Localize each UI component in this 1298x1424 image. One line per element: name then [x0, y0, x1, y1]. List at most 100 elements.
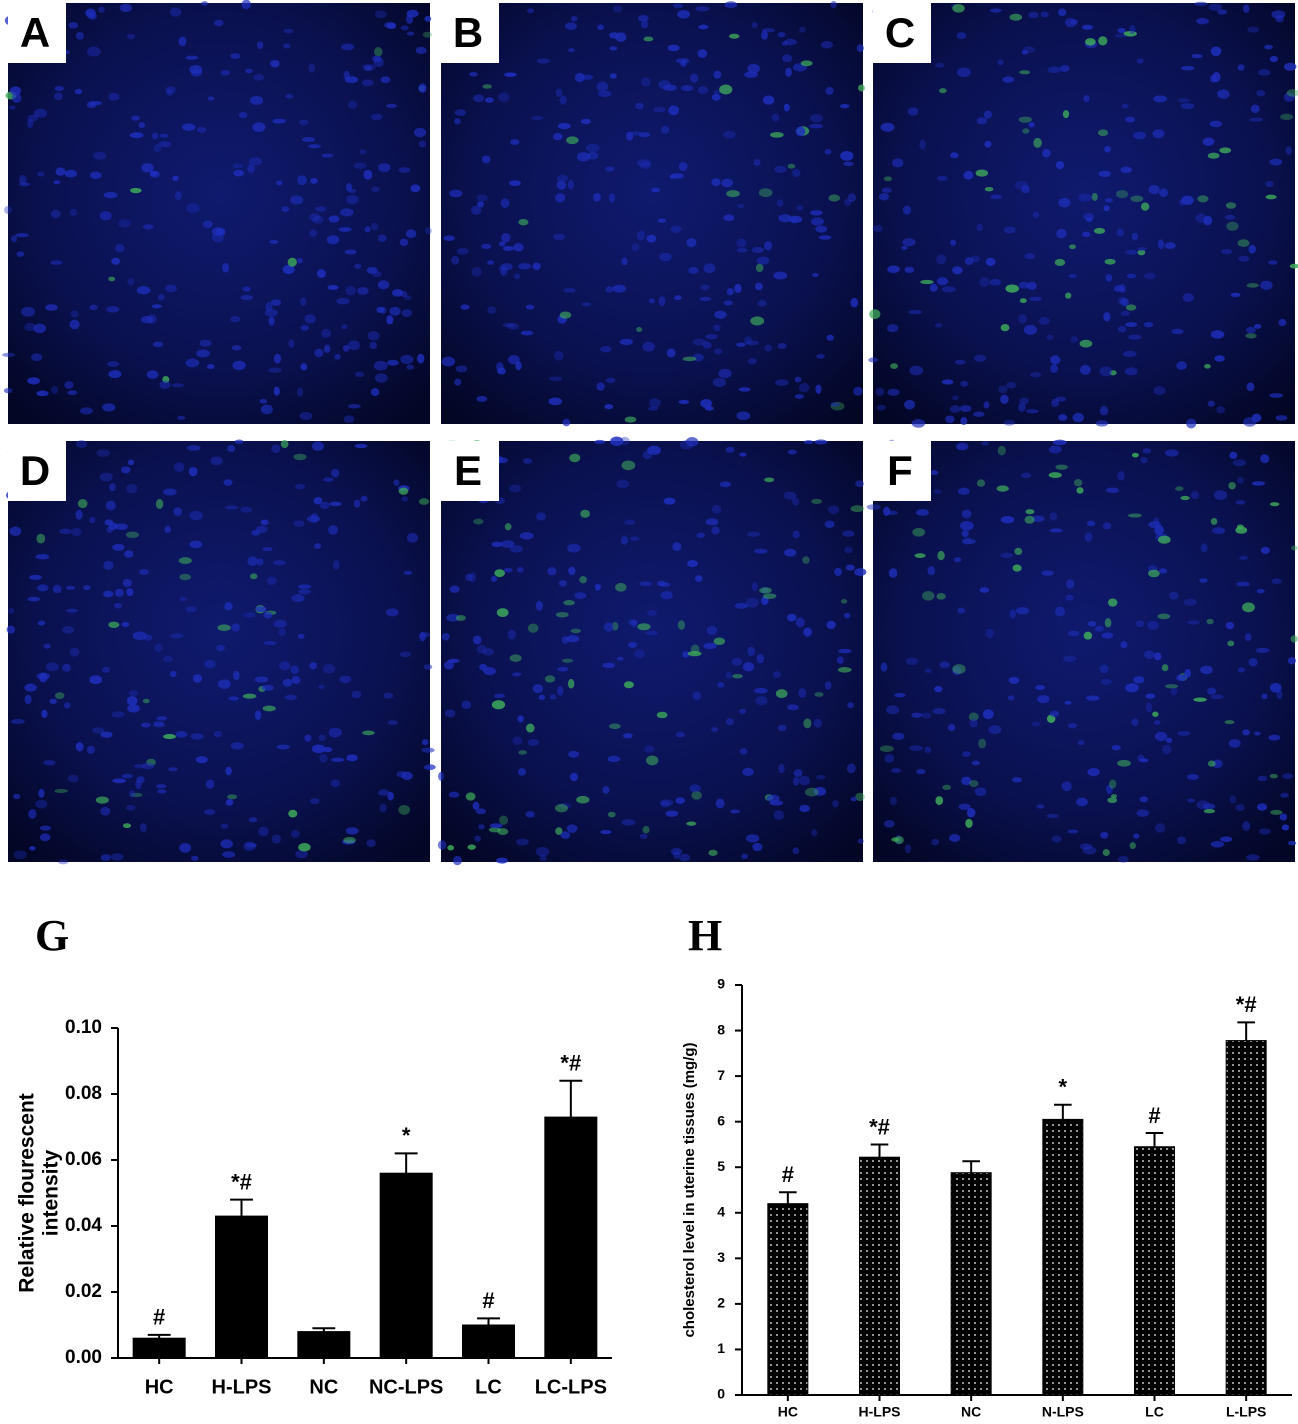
x-tick-label: L-LPS	[1226, 1404, 1266, 1420]
nucleus	[103, 590, 114, 598]
nucleus	[354, 263, 362, 269]
nucleus	[503, 567, 513, 573]
nucleus	[638, 132, 651, 138]
nucleus	[223, 479, 233, 486]
nucleus	[1269, 393, 1284, 398]
nucleus	[86, 46, 101, 57]
nucleus	[950, 152, 959, 159]
significance-label: #	[153, 1305, 165, 1330]
nucleus	[1265, 194, 1277, 200]
nucleus	[1102, 849, 1110, 857]
nucleus	[1207, 152, 1220, 159]
nucleus	[517, 715, 524, 723]
nucleus	[174, 191, 182, 201]
nucleus	[185, 55, 199, 60]
nucleus	[58, 859, 69, 865]
nucleus	[269, 239, 279, 244]
nucleus	[1120, 310, 1130, 316]
nucleus	[314, 543, 322, 549]
nucleus	[783, 103, 790, 112]
nucleus	[185, 358, 200, 368]
nucleus	[872, 225, 883, 233]
nucleus	[909, 745, 924, 752]
nucleus	[962, 751, 971, 757]
nucleus	[1256, 803, 1268, 811]
nucleus	[11, 93, 22, 104]
nucleus	[143, 634, 153, 641]
nucleus	[665, 810, 679, 817]
nucleus	[1000, 394, 1009, 405]
nucleus	[555, 193, 566, 203]
nucleus	[346, 183, 353, 192]
panel-label-box	[873, 3, 931, 63]
nucleus	[1217, 89, 1230, 99]
nucleus	[1228, 739, 1241, 748]
nucleus	[1012, 564, 1022, 572]
nucleus	[270, 299, 282, 306]
nucleus	[1055, 161, 1065, 170]
nucleus	[156, 716, 168, 721]
significance-label: #	[782, 1162, 794, 1187]
nucleus	[1260, 546, 1270, 554]
nucleus	[894, 693, 906, 698]
nucleus	[530, 116, 544, 121]
nucleus	[322, 663, 336, 674]
nucleus	[171, 383, 184, 388]
nucleus	[177, 415, 186, 420]
micrograph: F	[866, 439, 1298, 863]
micrograph: E	[437, 436, 867, 866]
nucleus	[348, 100, 358, 110]
nucleus	[85, 8, 96, 18]
nucleus	[285, 93, 294, 99]
nucleus	[64, 169, 77, 178]
nucleus	[1186, 418, 1197, 429]
nucleus	[1246, 854, 1260, 861]
nucleus	[504, 523, 512, 531]
nucleus	[1187, 798, 1196, 803]
nucleus	[1202, 137, 1215, 146]
nucleus	[1217, 9, 1228, 15]
nucleus	[108, 93, 120, 101]
nucleus	[377, 280, 390, 290]
nucleus	[496, 857, 508, 864]
nucleus	[146, 314, 157, 324]
nucleus	[1140, 202, 1150, 211]
nucleus	[1105, 273, 1113, 282]
nucleus	[1064, 700, 1072, 705]
nucleus	[826, 620, 836, 630]
nucleus	[512, 736, 523, 745]
nucleus	[283, 28, 294, 34]
nucleus	[288, 339, 295, 348]
nucleus	[328, 727, 342, 738]
nucleus	[1099, 366, 1113, 377]
nucleus	[271, 834, 282, 844]
bar	[859, 1156, 900, 1396]
nucleus	[886, 510, 898, 516]
nucleus	[321, 153, 334, 158]
nucleus	[77, 499, 88, 509]
nucleus	[74, 88, 83, 95]
nucleus	[1153, 517, 1160, 526]
nucleus	[794, 376, 802, 383]
nucleus	[302, 137, 315, 143]
nucleus	[476, 194, 488, 202]
nucleus	[691, 791, 702, 800]
nucleus	[174, 462, 185, 473]
nucleus	[242, 693, 257, 699]
nucleus	[504, 72, 517, 77]
nucleus	[336, 298, 350, 305]
significance-label: *#	[231, 1169, 252, 1194]
nucleus	[1249, 117, 1263, 122]
nucleus	[997, 59, 1004, 66]
nucleus	[142, 698, 150, 704]
nucleus	[386, 359, 399, 366]
nucleus	[1036, 804, 1045, 809]
nucleus	[37, 172, 45, 177]
nucleus	[1125, 683, 1139, 693]
nucleus	[956, 32, 967, 40]
nucleus	[1153, 386, 1166, 395]
nucleus	[126, 696, 138, 706]
nucleus	[29, 574, 42, 580]
nucleus	[878, 193, 890, 201]
nucleus	[220, 69, 230, 76]
